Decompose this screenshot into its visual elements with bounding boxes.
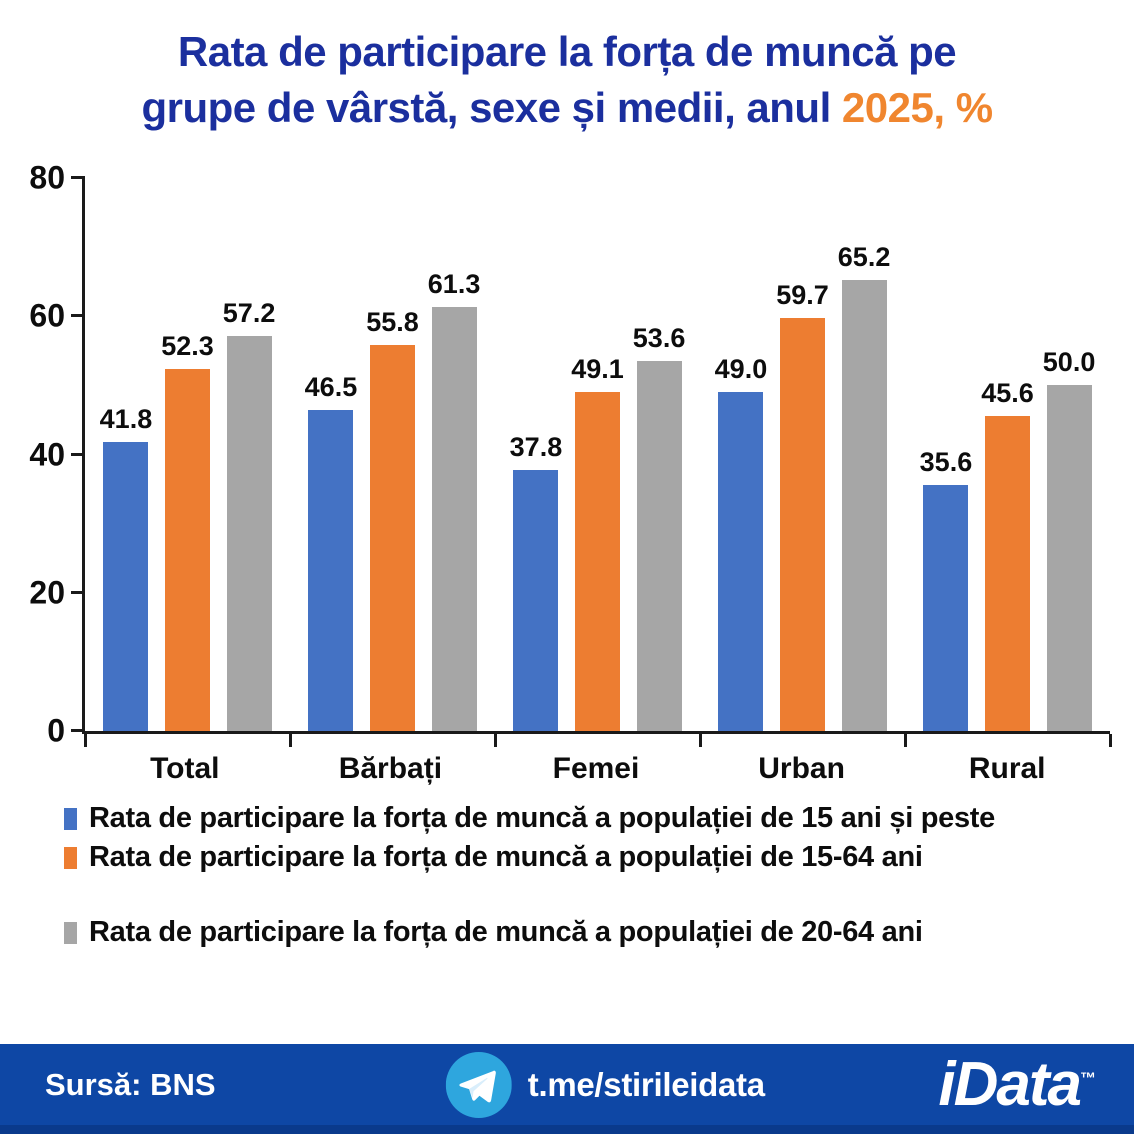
footer-content: Sursă: BNS t.me/stirileidata iData™ (0, 1044, 1134, 1125)
chart-title-line2: grupe de vârstă, sexe și medii, anul 202… (141, 83, 993, 131)
y-axis-tick (71, 314, 85, 318)
legend-item: Rata de participare la forța de muncă a … (64, 800, 1092, 837)
bar-cell: 49.0 (714, 354, 768, 731)
legend-label: Rata de participare la forța de muncă a … (89, 802, 995, 834)
bar-cell: 49.1 (571, 354, 624, 731)
bar-value-label: 37.8 (509, 431, 563, 462)
bar (636, 360, 682, 731)
bar-cell: 55.8 (366, 307, 419, 731)
legend-item: Rata de participare la forța de muncă a … (64, 914, 1092, 951)
y-axis-tick-label: 80 (29, 159, 65, 196)
y-axis-tick-label: 40 (29, 436, 65, 472)
chart-legend: Rata de participare la forța de muncă a … (64, 800, 1092, 951)
bar-value-label: 61.3 (427, 269, 481, 300)
bar-value-label: 59.7 (776, 280, 829, 311)
chart-title-year-highlight: 2025, % (841, 83, 993, 131)
y-axis-tick-label: 60 (29, 297, 65, 334)
y-axis-tick (71, 590, 85, 594)
bar-value-label: 55.8 (366, 307, 419, 338)
bar-value-label: 46.5 (304, 371, 358, 402)
legend-item: Rata de participare la forța de muncă a … (64, 839, 1092, 876)
source-label: Sursă: BNS (45, 1066, 216, 1102)
x-axis-label-total: Total (150, 752, 220, 785)
bar-group-bărbați: 46.5 55.8 61.3 (290, 178, 495, 731)
x-axis-tick (494, 734, 497, 747)
legend-swatch (64, 922, 77, 945)
bar-cell: 59.7 (776, 280, 829, 731)
bar-value-label: 65.2 (837, 242, 891, 273)
bar (985, 415, 1030, 731)
bar-value-label: 50.0 (1042, 347, 1096, 378)
x-axis-labels: Total Bărbați Femei Urban Rural (82, 752, 1110, 786)
bar (431, 307, 477, 731)
x-axis-tick (84, 734, 87, 747)
plot-area: 41.8 52.3 57.2 46.5 55.8 61.3 37.8 49.1 53.6 49.0… (29, 160, 1112, 749)
bar-cell: 61.3 (427, 269, 481, 731)
bar-value-label: 52.3 (161, 331, 214, 362)
bar-cell: 46.5 (304, 371, 358, 731)
bar (575, 391, 620, 731)
telegram-handle: t.me/stirileidata (527, 1065, 765, 1103)
bar (780, 318, 825, 731)
bar (103, 442, 149, 731)
bar-cell: 65.2 (837, 242, 891, 731)
bar (1046, 385, 1092, 731)
footer-bottom-strip (0, 1125, 1134, 1134)
bar (226, 335, 272, 731)
legend-swatch (64, 808, 77, 830)
x-axis-label-femei: Femei (552, 752, 640, 785)
bar-cell: 35.6 (919, 446, 973, 731)
bar (841, 280, 887, 731)
bar (923, 484, 969, 731)
bar-value-label: 45.6 (981, 377, 1034, 408)
footer-bar: Sursă: BNS t.me/stirileidata iData™ (0, 1044, 1134, 1134)
bar (513, 469, 559, 731)
bar-value-label: 49.1 (571, 353, 624, 384)
bar (718, 392, 764, 731)
legend-label: Rata de participare la forța de muncă a … (89, 841, 923, 874)
trademark-symbol: ™ (1080, 1069, 1096, 1087)
y-axis-tick-label: 0 (47, 712, 65, 749)
bar-cell: 52.3 (161, 331, 214, 731)
bar-cell: 50.0 (1042, 347, 1096, 731)
chart-title-line1: Rata de participare la forța de muncă pe (177, 28, 957, 75)
bar-value-label: 49.0 (714, 354, 768, 385)
bar-value-label: 41.8 (99, 404, 153, 435)
bar (370, 345, 415, 731)
telegram-channel: t.me/stirileidata (445, 1051, 765, 1118)
idata-logo: iData™ (938, 1049, 1096, 1119)
bar-value-label: 57.2 (222, 297, 276, 328)
chart-title: Rata de participare la forța de muncă pe… (0, 24, 1134, 136)
bar-group-rural: 35.6 45.6 50.0 (905, 178, 1110, 731)
bar-chart: 41.8 52.3 57.2 46.5 55.8 61.3 37.8 49.1 53.6 49.0… (29, 160, 1112, 786)
bar (165, 369, 210, 731)
bar-group-urban: 49.0 59.7 65.2 (700, 178, 905, 731)
x-axis-tick (904, 734, 907, 747)
bar-cell: 57.2 (222, 297, 276, 731)
bar-group-total: 41.8 52.3 57.2 (85, 178, 290, 731)
legend-swatch (64, 847, 77, 870)
bar-group-femei: 37.8 49.1 53.6 (495, 178, 700, 731)
x-axis-tick (1109, 734, 1112, 747)
bar-groups: 41.8 52.3 57.2 46.5 55.8 61.3 37.8 49.1 53.6 49.0… (85, 178, 1110, 731)
legend-label: Rata de participare la forța de muncă a … (89, 916, 923, 949)
y-axis-tick (71, 729, 85, 732)
y-axis-tick (71, 176, 85, 179)
x-axis-label-bărbați: Bărbați (338, 752, 443, 785)
bar-cell: 37.8 (509, 431, 563, 731)
x-axis-label-rural: Rural (968, 752, 1046, 785)
bar-cell: 53.6 (632, 322, 686, 731)
bar (308, 409, 354, 731)
x-axis-tick (699, 734, 702, 747)
bar-cell: 41.8 (99, 404, 153, 731)
x-axis-label-urban: Urban (758, 752, 845, 785)
x-axis-tick (289, 734, 292, 747)
bar-cell: 45.6 (981, 378, 1034, 731)
telegram-icon (445, 1051, 512, 1118)
y-axis-tick-label: 20 (29, 574, 65, 611)
y-axis-tick (71, 452, 85, 456)
bar-value-label: 35.6 (919, 446, 973, 477)
bar-value-label: 53.6 (632, 322, 686, 353)
